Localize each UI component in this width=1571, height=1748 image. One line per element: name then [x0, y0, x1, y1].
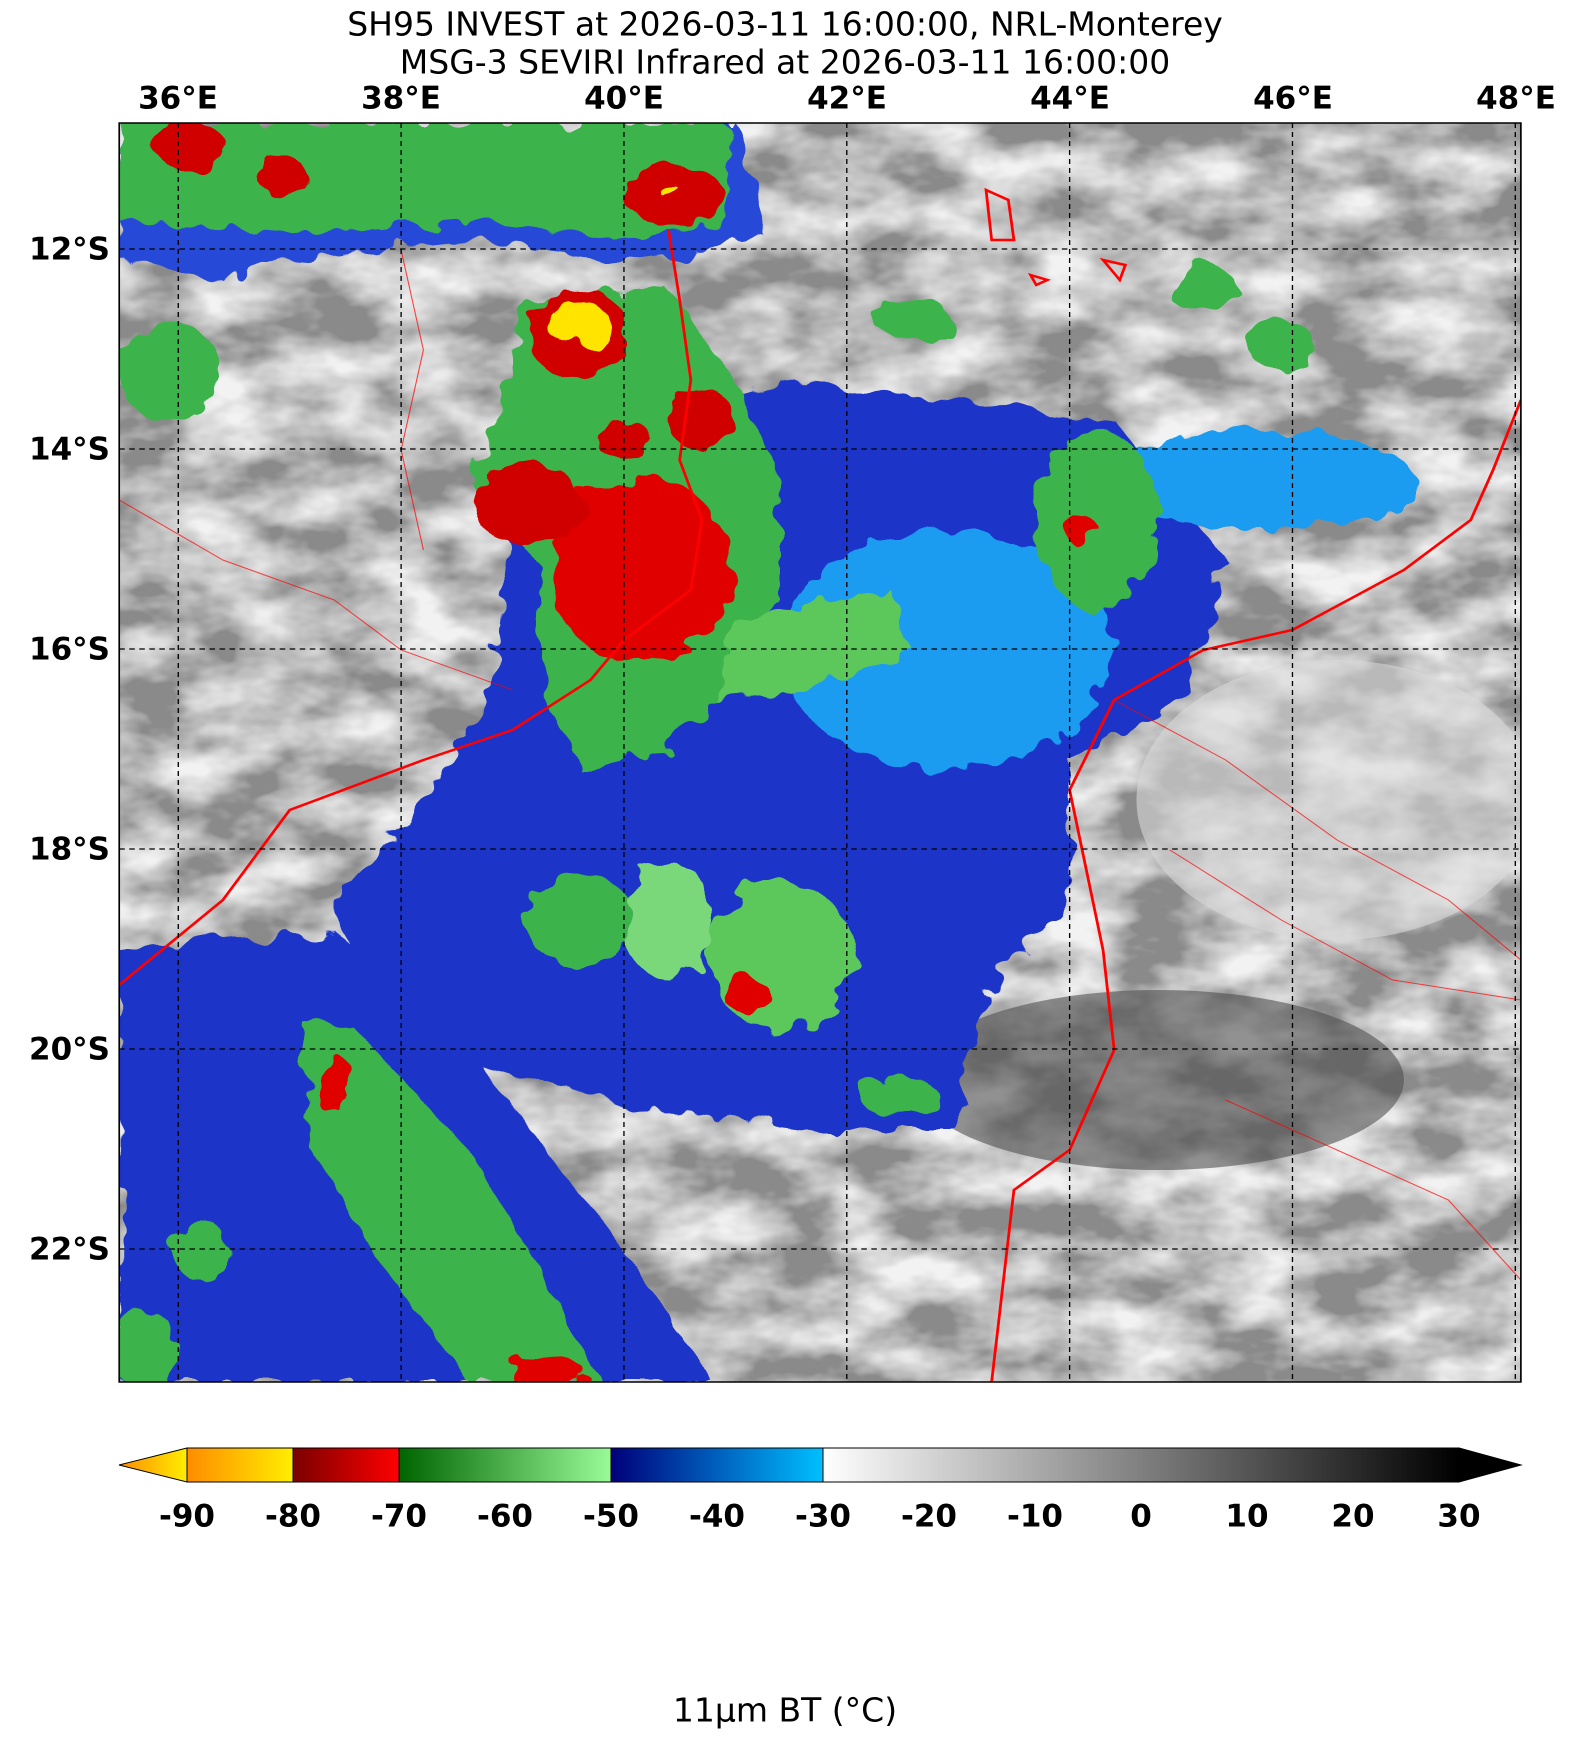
title-line: SH95 INVEST at 2026-03-11 16:00:00, NRL-… — [347, 5, 1223, 44]
lat-label: 18°S — [29, 832, 110, 868]
colorbar-tick-label: 30 — [1437, 1498, 1480, 1534]
lon-label: 42°E — [807, 81, 887, 117]
lon-labels: 36°E 38°E 40°E 42°E 44°E 46°E 48°E — [138, 81, 1556, 117]
lat-label: 16°S — [29, 632, 110, 668]
colorbar — [118, 1447, 1523, 1483]
lon-label: 40°E — [584, 81, 664, 117]
colorbar-tick-label: -70 — [371, 1498, 427, 1534]
lon-label: 44°E — [1030, 81, 1110, 117]
lon-label: 46°E — [1253, 81, 1333, 117]
lon-label: 38°E — [361, 81, 441, 117]
colorbar-tick-label: -90 — [159, 1498, 215, 1534]
colorbar-tick-label: 20 — [1331, 1498, 1374, 1534]
colorbar-tick-label: -60 — [477, 1498, 533, 1534]
colorbar-tick-label: 10 — [1225, 1498, 1268, 1534]
lat-label: 14°S — [29, 432, 110, 468]
lat-label: 12°S — [29, 232, 110, 268]
map — [118, 122, 1522, 1383]
colorbar-tick-label: -30 — [795, 1498, 851, 1534]
lat-labels: 12°S 14°S 16°S 18°S 20°S 22°S — [29, 232, 110, 1268]
colorbar-label: 11μm BT (°C) — [673, 1691, 897, 1730]
colorbar-tick-label: -10 — [1007, 1498, 1063, 1534]
lat-label: 22°S — [29, 1232, 110, 1268]
colorbar-tick-label: -40 — [689, 1498, 745, 1534]
colorbar-tick-label: -20 — [901, 1498, 957, 1534]
colorbar-tick-label: 0 — [1130, 1498, 1152, 1534]
colorbar-tick-label: -80 — [265, 1498, 321, 1534]
lat-label: 20°S — [29, 1032, 110, 1068]
lon-label: 48°E — [1476, 81, 1556, 117]
lon-label: 36°E — [138, 81, 218, 117]
colorbar-ticks: -90 -80 -70 -60 -50 -40 -30 -20 -10 0 10 20 30 — [159, 1498, 1481, 1534]
title-line: MSG-3 SEVIRI Infrared at 2026-03-11 16:0… — [400, 43, 1170, 82]
colorbar-tick-label: -50 — [583, 1498, 639, 1534]
